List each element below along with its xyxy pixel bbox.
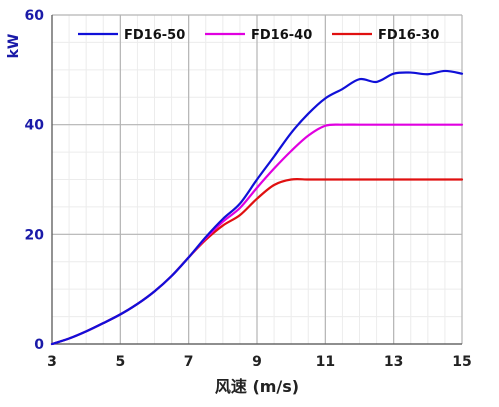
series-line-fd16-50 — [50, 69, 464, 346]
y-axis-label: kW — [6, 34, 22, 59]
legend: FD16-50 FD16-40 FD16-30 — [78, 28, 439, 43]
x-tick-label: 11 — [316, 354, 335, 370]
x-axis-label: 风速 (m/s) — [215, 377, 299, 396]
x-tick-label: 13 — [384, 354, 403, 370]
legend-label-fd16-40: FD16-40 — [251, 28, 312, 43]
y-tick-label: 0 — [34, 337, 44, 353]
y-tick-label: 20 — [25, 227, 45, 243]
x-tick-label: 15 — [452, 354, 471, 370]
series-lines — [50, 69, 464, 346]
tick-labels: 3 5 7 9 11 13 15 0 20 40 60 — [25, 8, 472, 370]
y-tick-label: 40 — [25, 118, 45, 134]
axes — [51, 15, 462, 345]
x-tick-label: 3 — [47, 354, 57, 370]
legend-label-fd16-50: FD16-50 — [124, 28, 185, 43]
x-tick-label: 9 — [252, 354, 262, 370]
x-tick-label: 7 — [184, 354, 194, 370]
legend-label-fd16-30: FD16-30 — [378, 28, 439, 43]
y-tick-label: 60 — [25, 8, 45, 24]
x-tick-label: 5 — [115, 354, 125, 370]
